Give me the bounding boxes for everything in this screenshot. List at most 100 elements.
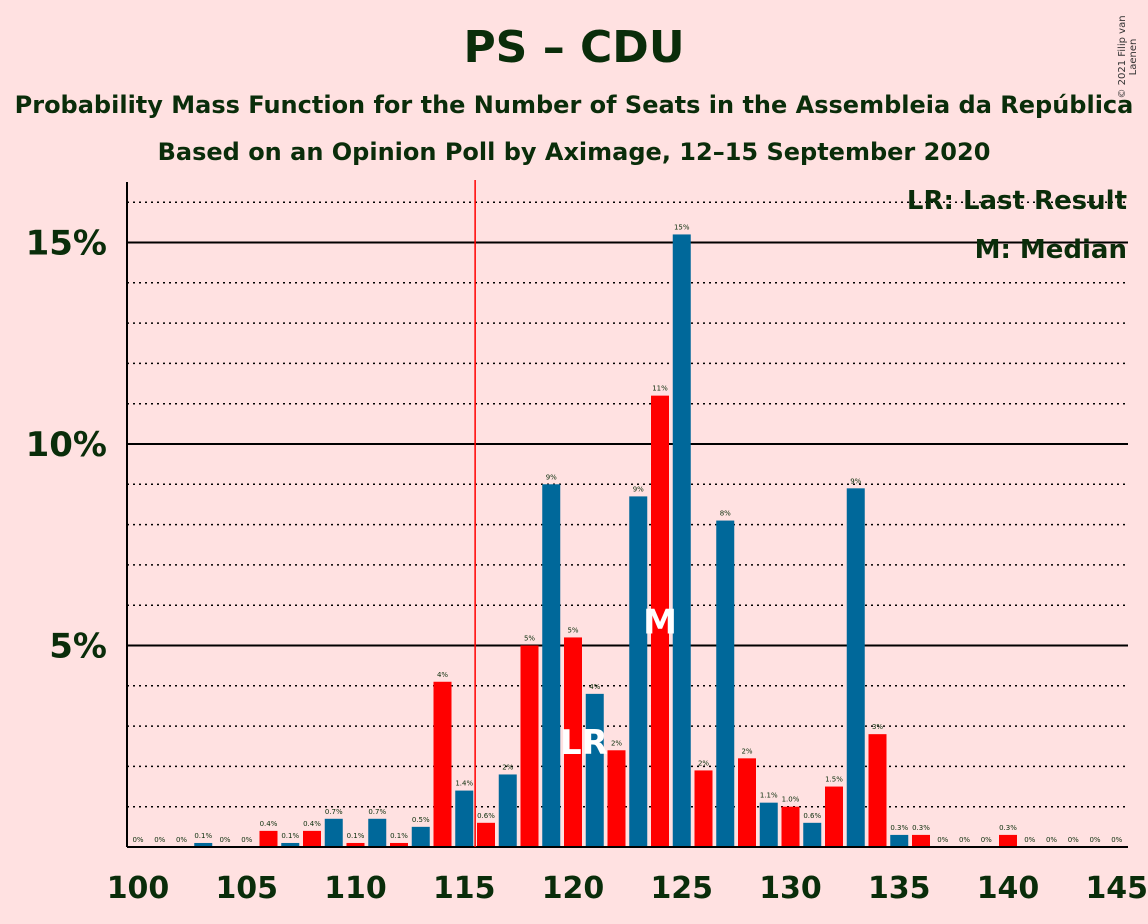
y-tick-label: 15% — [26, 224, 107, 264]
bar-128 — [738, 758, 756, 847]
data-label-126: 2% — [698, 759, 709, 767]
data-label-127: 8% — [720, 510, 731, 518]
bar-126 — [694, 770, 713, 847]
bar-125 — [672, 234, 691, 847]
bar-116 — [477, 822, 495, 847]
data-label-114: 4% — [437, 671, 448, 679]
data-label-110: 0.1% — [347, 832, 365, 840]
chart-title: PS – CDU — [463, 22, 685, 73]
bar-112 — [390, 842, 408, 847]
x-tick-label: 125 — [650, 871, 713, 906]
data-label-132: 1.5% — [825, 776, 843, 784]
data-labels: 0% 0% 0%0.1%0% 0%0.4%0.1%0.4%0.7%0.1%0.7%0.… — [132, 223, 1122, 844]
data-label-141: 0% — [1024, 836, 1035, 844]
data-label-135: 0.3% — [890, 824, 908, 832]
bars — [194, 234, 1017, 847]
bar-122 — [607, 750, 626, 847]
x-tick-label: 145 — [1085, 871, 1148, 906]
bar-136 — [912, 834, 930, 847]
bar-120 — [564, 637, 582, 847]
data-label-130: 1.0% — [782, 796, 800, 804]
y-tick-labels: 5% 10% 15% — [26, 224, 107, 667]
data-label-131: 0.6% — [803, 812, 821, 820]
bar-118 — [520, 645, 539, 847]
data-label-117: 2% — [502, 763, 513, 771]
data-label-129: 1.1% — [760, 792, 778, 800]
bar-127 — [716, 520, 735, 847]
x-tick-label: 100 — [107, 871, 170, 906]
data-label-113: 0.5% — [412, 816, 430, 824]
data-label-120: 5% — [567, 626, 578, 634]
median-marker: M — [643, 602, 677, 642]
bar-130 — [781, 806, 800, 847]
bar-129 — [759, 802, 778, 847]
data-label-139: 0% — [981, 836, 992, 844]
data-label-104: 0% — [219, 836, 230, 844]
x-tick-label: 135 — [868, 871, 931, 906]
x-tick-label: 105 — [215, 871, 278, 906]
data-label-102: 0% — [176, 836, 187, 844]
data-label-103: 0.1% — [194, 832, 212, 840]
bar-115 — [455, 790, 474, 847]
y-tick-label: 10% — [26, 425, 107, 465]
bar-114 — [433, 681, 452, 847]
data-label-111: 0.7% — [368, 808, 386, 816]
bar-103 — [194, 842, 213, 847]
data-label-134: 3% — [872, 723, 883, 731]
bar-135 — [890, 834, 909, 847]
x-tick-labels: 100 105 110 115 120 125 130 135 140 145 — [107, 871, 1148, 906]
x-tick-label: 115 — [433, 871, 496, 906]
data-label-128: 2% — [741, 747, 752, 755]
data-label-105: 0% — [241, 836, 252, 844]
legend-last-result: LR: Last Result — [907, 186, 1127, 216]
y-tick-label: 5% — [49, 627, 107, 667]
bar-108 — [303, 830, 321, 847]
markers: M LR — [560, 602, 677, 763]
chart-subtitle: Probability Mass Function for the Number… — [14, 91, 1134, 119]
data-label-122: 2% — [611, 739, 622, 747]
data-label-109: 0.7% — [325, 808, 343, 816]
data-label-137: 0% — [937, 836, 948, 844]
data-label-136: 0.3% — [912, 824, 930, 832]
data-label-124: 11% — [652, 385, 668, 393]
data-label-133: 9% — [850, 477, 861, 485]
bar-123 — [629, 496, 648, 847]
bar-134 — [868, 734, 887, 847]
legend-median: M: Median — [975, 235, 1127, 265]
data-label-101: 0% — [154, 836, 165, 844]
grid-lines — [127, 201, 1128, 808]
bar-133 — [846, 488, 865, 847]
last-result-marker: LR — [560, 723, 608, 763]
axes — [126, 180, 1128, 848]
bar-110 — [346, 842, 365, 847]
data-label-116: 0.6% — [477, 812, 495, 820]
bar-107 — [281, 842, 300, 847]
bar-117 — [498, 774, 517, 847]
data-label-119: 9% — [546, 473, 557, 481]
x-tick-label: 110 — [324, 871, 387, 906]
data-label-115: 1.4% — [455, 780, 473, 788]
data-label-125: 15% — [674, 223, 690, 231]
bar-132 — [825, 786, 843, 847]
bar-111 — [368, 818, 387, 847]
data-label-123: 9% — [633, 485, 644, 493]
data-label-142: 0% — [1046, 836, 1057, 844]
bar-109 — [324, 818, 343, 847]
data-label-118: 5% — [524, 635, 535, 643]
bar-106 — [259, 830, 278, 847]
bar-113 — [411, 826, 430, 847]
data-label-145: 0% — [1111, 836, 1122, 844]
data-label-107: 0.1% — [281, 832, 299, 840]
x-tick-label: 130 — [759, 871, 822, 906]
bar-121 — [585, 693, 604, 847]
x-tick-label: 140 — [977, 871, 1040, 906]
data-label-100: 0% — [132, 836, 143, 844]
bar-119 — [542, 484, 561, 847]
chart-subtitle-poll: Based on an Opinion Poll by Aximage, 12–… — [157, 138, 991, 166]
data-label-140: 0.3% — [999, 824, 1017, 832]
data-label-106: 0.4% — [260, 820, 278, 828]
data-label-143: 0% — [1068, 836, 1079, 844]
data-label-138: 0% — [959, 836, 970, 844]
bar-140 — [999, 834, 1017, 847]
